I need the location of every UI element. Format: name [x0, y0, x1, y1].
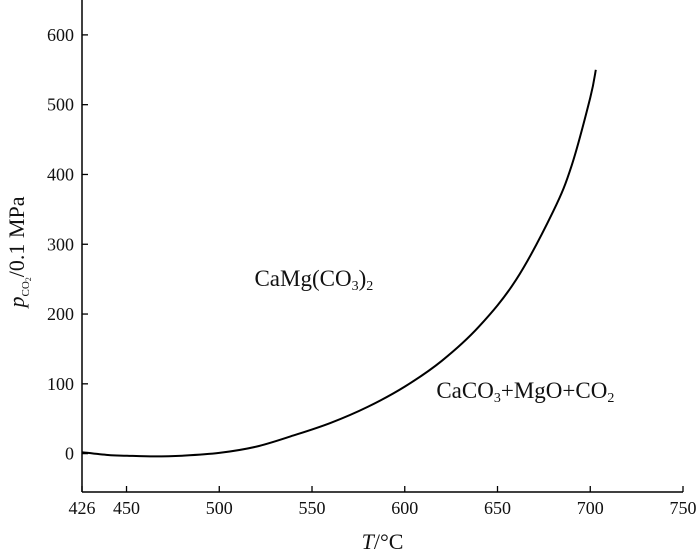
- x-tick-label: 426: [69, 498, 96, 518]
- y-tick-label: 100: [47, 374, 74, 394]
- x-tick-label: 450: [113, 498, 140, 518]
- y-tick-label: 500: [47, 95, 74, 115]
- y-tick-label: 600: [47, 25, 74, 45]
- x-tick-label: 550: [299, 498, 326, 518]
- y-axis-title: pCO2/0.1 MPa: [4, 196, 33, 309]
- equilibrium-curve: [81, 69, 597, 458]
- x-tick-label: 650: [484, 498, 511, 518]
- x-axis-title: T/°C: [362, 529, 404, 554]
- series-layer: [81, 69, 597, 458]
- axes: [81, 0, 683, 493]
- y-tick-label: 0: [65, 444, 74, 464]
- annotation-products: CaCO3+MgO+CO2: [436, 378, 614, 406]
- x-tick-label: 750: [670, 498, 697, 518]
- axis-titles: T/°C pCO2/0.1 MPa: [4, 196, 403, 554]
- y-tick-label: 200: [47, 304, 74, 324]
- y-tick-label: 300: [47, 234, 74, 254]
- annotation-dolomite: CaMg(CO3)2: [254, 266, 373, 294]
- x-tick-label: 500: [206, 498, 233, 518]
- y-tick-label: 400: [47, 164, 74, 184]
- x-tick-label: 600: [391, 498, 418, 518]
- annotation-layer: CaMg(CO3)2 CaCO3+MgO+CO2: [254, 266, 614, 406]
- ticks: 426 450 500 550 600 650 700 750 0 100 200 300 400 500…: [47, 25, 697, 518]
- x-tick-label: 700: [577, 498, 604, 518]
